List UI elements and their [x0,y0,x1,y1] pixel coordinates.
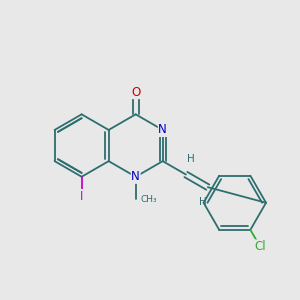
Text: Cl: Cl [254,240,266,253]
Text: N: N [131,170,140,183]
Text: I: I [80,190,83,202]
Text: N: N [158,123,167,136]
Text: H: H [188,154,195,164]
Text: H: H [199,197,206,207]
Text: CH₃: CH₃ [140,194,157,203]
Text: O: O [131,85,140,98]
